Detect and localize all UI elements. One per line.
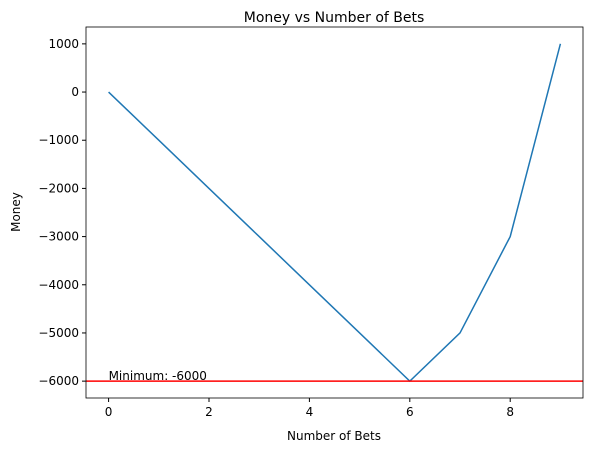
x-axis-label: Number of Bets (287, 429, 381, 443)
plot-frame (85, 26, 584, 399)
y-tick-label: 0 (71, 85, 79, 99)
x-tick-label: 6 (406, 405, 414, 419)
y-tick-label: −3000 (38, 230, 79, 244)
x-tick-label: 4 (306, 405, 314, 419)
y-tick-label: −5000 (38, 326, 79, 340)
y-tick-label: −4000 (38, 278, 79, 292)
chart-title: Money vs Number of Bets (244, 10, 425, 26)
line (108, 43, 562, 383)
y-tick-label: −1000 (38, 133, 79, 147)
x-tick-label: 2 (205, 405, 213, 419)
y-axis-label: Money (9, 192, 23, 232)
y-tick-label: −2000 (38, 181, 79, 195)
y-tick-label: 1000 (48, 37, 79, 51)
y-tick-label: −6000 (38, 374, 79, 388)
x-tick-label: 8 (506, 405, 514, 419)
x-tick-label: 0 (105, 405, 113, 419)
annotation: Minimum: -6000 (109, 369, 207, 383)
